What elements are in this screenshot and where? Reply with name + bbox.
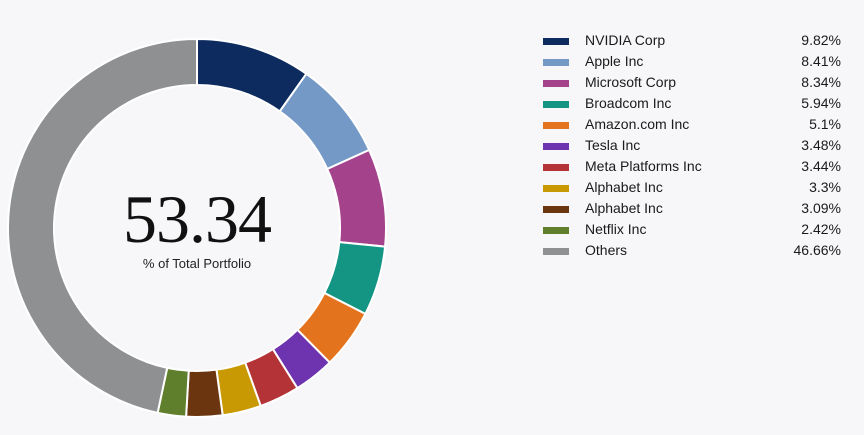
legend-item-nvidia-corp-0: NVIDIA Corp 9.82%: [543, 31, 843, 52]
legend-item-apple-inc-1: Apple Inc 8.41%: [543, 52, 843, 73]
legend-value: 3.48%: [801, 137, 841, 153]
center-total-value: 53.34: [123, 181, 272, 257]
legend-swatch: [543, 80, 569, 87]
donut-slice-microsoft-corp-2[interactable]: [325, 148, 387, 248]
legend-swatch: [543, 101, 569, 108]
legend-swatch: [543, 206, 569, 213]
legend-label: Apple Inc: [585, 53, 644, 69]
legend-value: 5.1%: [809, 116, 841, 132]
legend-value: 8.41%: [801, 53, 841, 69]
legend-label: Broadcom Inc: [585, 95, 672, 111]
legend-item-tesla-inc-5: Tesla Inc 3.48%: [543, 136, 843, 157]
donut-slice-alphabet-inc-8[interactable]: [185, 368, 224, 418]
donut-svg: [7, 37, 387, 418]
legend: NVIDIA Corp 9.82% Apple Inc 8.41% Microsoft …: [543, 31, 843, 262]
legend-swatch: [543, 59, 569, 66]
legend-item-netflix-inc-9: Netflix Inc 2.42%: [543, 220, 843, 241]
legend-swatch: [543, 164, 569, 171]
donut-chart: 53.34 % of Total Portfolio: [0, 0, 400, 435]
legend-value: 46.66%: [793, 242, 841, 258]
legend-label: Alphabet Inc: [585, 200, 663, 216]
legend-item-broadcom-inc-3: Broadcom Inc 5.94%: [543, 94, 843, 115]
legend-label: Alphabet Inc: [585, 179, 663, 195]
legend-value: 3.44%: [801, 158, 841, 174]
legend-label: Microsoft Corp: [585, 74, 677, 90]
legend-swatch: [543, 248, 569, 255]
legend-value: 9.82%: [801, 32, 841, 48]
legend-label: Amazon.com Inc: [585, 116, 690, 132]
legend-item-alphabet-inc-8: Alphabet Inc 3.09%: [543, 199, 843, 220]
legend-value: 2.42%: [801, 221, 841, 237]
legend-label: Tesla Inc: [585, 137, 641, 153]
legend-item-microsoft-corp-2: Microsoft Corp 8.34%: [543, 73, 843, 94]
legend-label: NVIDIA Corp: [585, 32, 666, 48]
legend-label: Others: [585, 242, 628, 258]
legend-swatch: [543, 143, 569, 150]
legend-item-amazon-com-inc-4: Amazon.com Inc 5.1%: [543, 115, 843, 136]
legend-value: 3.3%: [809, 179, 841, 195]
legend-label: Netflix Inc: [585, 221, 647, 237]
legend-value: 3.09%: [801, 200, 841, 216]
legend-item-meta-platforms-inc-6: Meta Platforms Inc 3.44%: [543, 157, 843, 178]
legend-value: 5.94%: [801, 95, 841, 111]
legend-value: 8.34%: [801, 74, 841, 90]
legend-swatch: [543, 227, 569, 234]
legend-label: Meta Platforms Inc: [585, 158, 702, 174]
legend-swatch: [543, 122, 569, 129]
legend-item-others-10: Others 46.66%: [543, 241, 843, 262]
center-total-label: % of Total Portfolio: [142, 256, 252, 271]
legend-item-alphabet-inc-7: Alphabet Inc 3.3%: [543, 178, 843, 199]
legend-swatch: [543, 185, 569, 192]
legend-swatch: [543, 38, 569, 45]
donut-slice-others-10[interactable]: [7, 37, 198, 415]
